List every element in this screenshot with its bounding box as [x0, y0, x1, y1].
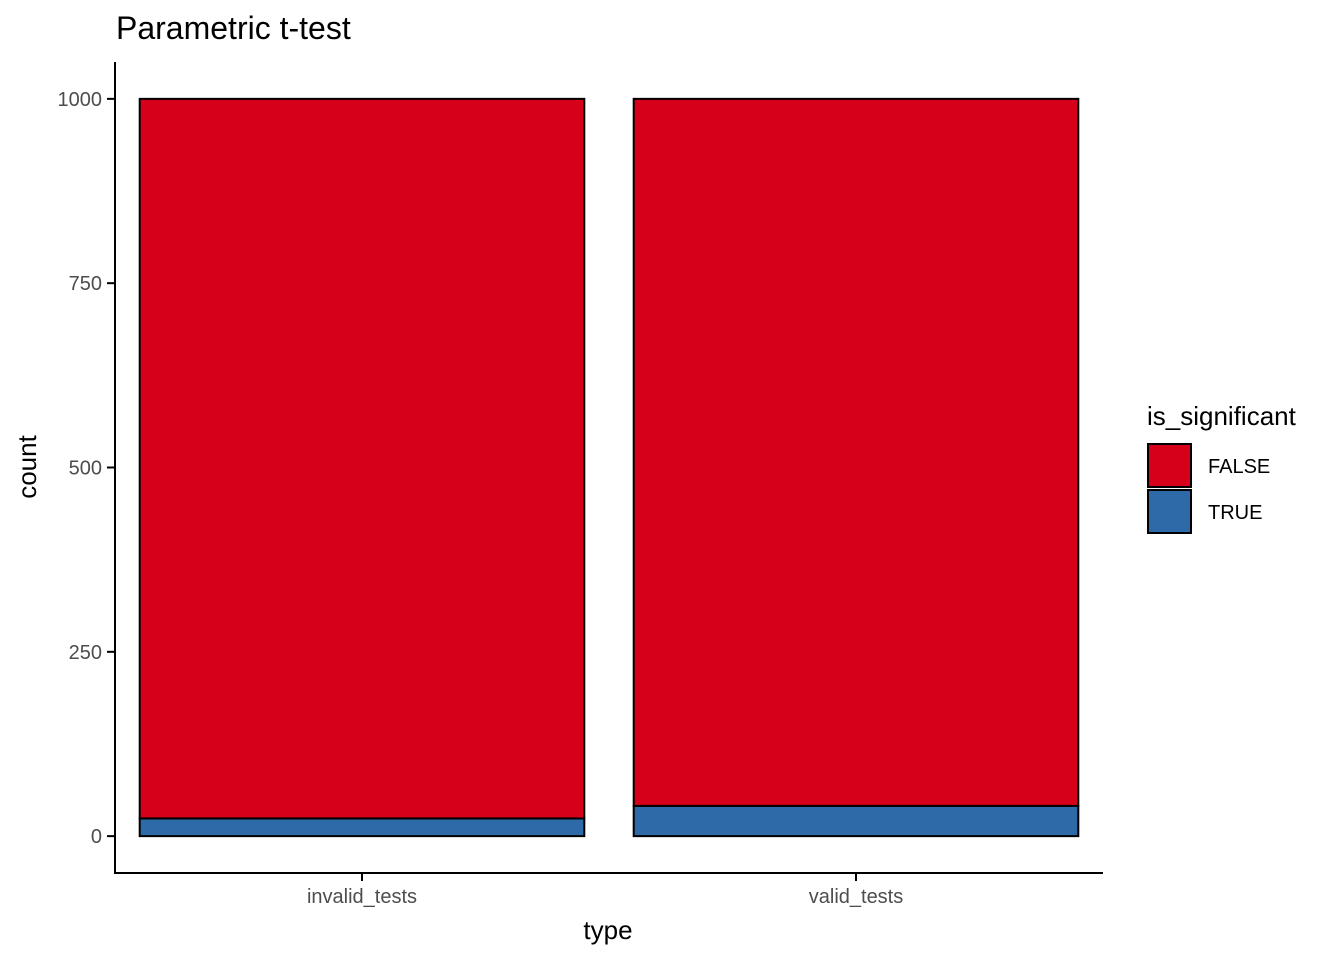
bar-valid-tests-false: [632, 97, 1080, 807]
bar-invalid-tests-true: [138, 817, 586, 838]
legend-key-false: [1147, 443, 1192, 488]
y-tick-label: 1000: [58, 89, 103, 111]
y-tick-label: 750: [69, 273, 102, 295]
y-tick-label: 250: [69, 642, 102, 664]
x-tick-label: valid_tests: [809, 886, 904, 908]
legend-key-true: [1147, 489, 1192, 534]
y-axis-title: count: [12, 434, 42, 498]
legend-title: is_significant: [1147, 401, 1297, 431]
x-tick-label: invalid_tests: [307, 886, 417, 908]
chart-title: Parametric t-test: [116, 10, 351, 46]
x-ticks: invalid_tests valid_tests: [307, 873, 903, 908]
y-tick-label: 0: [91, 826, 102, 848]
legend-label-true: TRUE: [1208, 502, 1262, 524]
x-axis-title: type: [583, 915, 632, 945]
y-tick-label: 500: [69, 458, 102, 480]
y-ticks: 0 250 500 750 1000: [58, 89, 115, 848]
bars-layer: [138, 97, 1080, 838]
legend: is_significant FALSE TRUE: [1147, 401, 1297, 534]
bar-valid-tests-true: [632, 804, 1080, 838]
legend-label-false: FALSE: [1208, 456, 1270, 478]
bar-invalid-tests-false: [138, 97, 586, 820]
